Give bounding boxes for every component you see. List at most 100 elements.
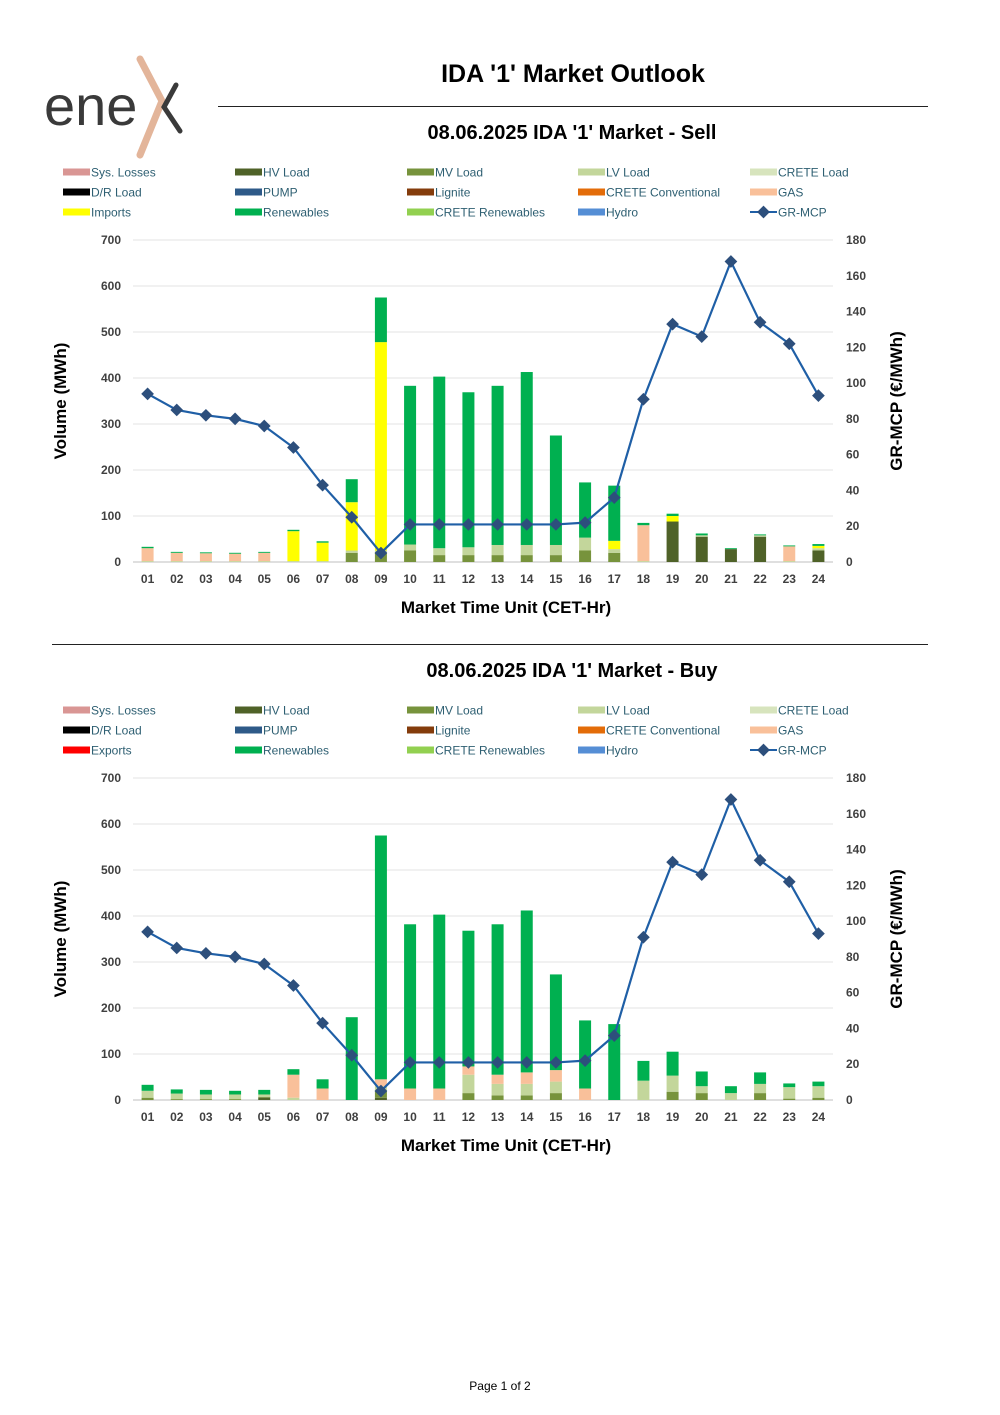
bar-renewables [549, 974, 562, 1071]
bar-hv-load [374, 1097, 387, 1100]
bar-gas [316, 1088, 329, 1100]
bar-renewables [170, 1089, 183, 1094]
x-tick-label: 06 [287, 1110, 301, 1124]
legend-swatch [235, 208, 262, 216]
bar-lv-load [170, 1093, 183, 1100]
y2-tick-label: 100 [846, 914, 866, 928]
chart-legend: Sys. Losses HV Load MV Load LV Load CRETE Lo… [63, 166, 849, 220]
bar-renewables [258, 551, 271, 553]
x-tick-label: 22 [753, 572, 767, 586]
y2-tick-label: 180 [846, 233, 866, 247]
x-tick-label: 09 [374, 572, 388, 586]
legend-item: GR-MCP [750, 744, 827, 758]
bar-renewables [812, 544, 825, 546]
enex-logo-mark: ene [44, 55, 183, 159]
legend-label: Exports [91, 744, 132, 758]
price-marker [432, 518, 446, 531]
bar-lv-load [287, 561, 300, 562]
legend-label: LV Load [606, 704, 650, 718]
y2-axis-label: GR-MCP (€/MWh) [887, 869, 906, 1008]
price-marker [345, 1048, 359, 1062]
bar-renewables [229, 552, 242, 554]
gridlines [133, 239, 833, 563]
bar-lv-load [433, 548, 446, 556]
bar-lv-load [812, 548, 825, 551]
legend-label: PUMP [263, 186, 298, 200]
x-tick-label: 12 [462, 1110, 476, 1124]
bar-gas [258, 552, 271, 562]
y-tick-label: 400 [101, 371, 121, 385]
legend-label: CRETE Load [778, 166, 849, 180]
bar-gas [170, 552, 183, 562]
y-tick-label: 700 [101, 233, 121, 247]
x-tick-label: 05 [258, 572, 272, 586]
y-tick-label: 400 [101, 909, 121, 923]
legend-label: CRETE Conventional [606, 724, 720, 738]
x-tick-label: 01 [141, 572, 155, 586]
y2-axis-label: GR-MCP (€/MWh) [887, 331, 906, 470]
legend-label: MV Load [435, 704, 483, 718]
x-tick-label: 02 [170, 572, 184, 586]
bar-renewables [170, 551, 183, 553]
y-tick-label: 300 [101, 955, 121, 969]
bar-imports [666, 516, 679, 522]
x-tick-label: 05 [258, 1110, 272, 1124]
legend-item: Exports [63, 744, 132, 758]
bar-renewables [199, 552, 212, 554]
page-footer: Page 1 of 2 [469, 1379, 531, 1393]
bar-gas [462, 1066, 475, 1075]
bar-lv-load [783, 1087, 796, 1099]
legend-swatch [578, 188, 605, 196]
price-marker [228, 412, 242, 426]
legend-swatch [578, 726, 605, 734]
bar-mv-load [520, 555, 533, 562]
bar-gas [549, 1070, 562, 1082]
legend-swatch [235, 726, 262, 734]
y-tick-label: 700 [101, 771, 121, 785]
x-tick-label: 14 [520, 1110, 534, 1124]
bar-lv-load [229, 561, 242, 562]
x-tick-label: 20 [695, 572, 709, 586]
bar-renewables [754, 534, 767, 536]
y2-tick-label: 100 [846, 376, 866, 390]
bar-mv-load [520, 1095, 533, 1100]
bar-mv-load [549, 1093, 562, 1100]
bar-renewables [637, 522, 650, 526]
legend-label: CRETE Conventional [606, 186, 720, 200]
bar-lv-load [549, 1081, 562, 1094]
bar-gas [637, 525, 650, 562]
price-marker [812, 927, 825, 940]
x-tick-label: 15 [549, 1110, 563, 1124]
bar-gas [287, 1074, 300, 1098]
legend-swatch [407, 706, 434, 714]
legend-item: LV Load [578, 704, 650, 718]
bar-renewables [141, 1084, 154, 1091]
bar-gas [374, 1079, 387, 1087]
bar-mv-load [404, 550, 417, 562]
price-marker [491, 518, 504, 531]
bar-lv-load [229, 1094, 242, 1100]
y2-tick-label: 160 [846, 269, 866, 283]
legend-item: PUMP [235, 186, 298, 200]
bar-mv-load [783, 1098, 796, 1100]
y-tick-label: 200 [101, 463, 121, 477]
legend-item: Renewables [235, 744, 329, 758]
bar-lv-load [666, 1075, 679, 1092]
title-divider [218, 106, 928, 107]
bar-gas [199, 553, 212, 562]
bar-lv-load [579, 537, 592, 551]
bar-lv-load [608, 549, 621, 553]
x-tick-label: 04 [228, 1110, 242, 1124]
bar-mv-load [549, 555, 562, 562]
price-marker [199, 946, 213, 960]
price-marker [228, 950, 242, 964]
y2-tick-label: 80 [846, 412, 860, 426]
bar-lv-load [754, 535, 767, 537]
legend-label: CRETE Renewables [435, 744, 545, 758]
legend-swatch [578, 208, 605, 216]
sell-chart: 08.06.2025 IDA '1' Market - Sell Sys. Los… [0, 112, 1000, 622]
y2-tick-label: 60 [846, 448, 860, 462]
x-tick-label: 09 [374, 1110, 388, 1124]
buy-chart-svg: 08.06.2025 IDA '1' Market - Buy Sys. Loss… [51, 660, 906, 1155]
bar-mv-load [462, 555, 475, 562]
